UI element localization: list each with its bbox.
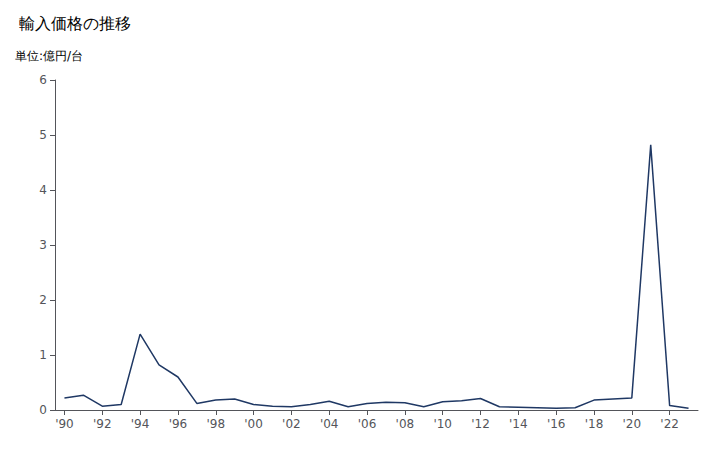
svg-text:'02: '02 [282,417,301,431]
svg-text:2: 2 [39,293,47,307]
svg-text:'20: '20 [623,417,642,431]
svg-text:'94: '94 [131,417,150,431]
svg-text:'12: '12 [471,417,490,431]
svg-text:'22: '22 [660,417,679,431]
svg-text:'14: '14 [509,417,528,431]
svg-text:5: 5 [39,128,47,142]
svg-text:'96: '96 [169,417,188,431]
svg-text:'00: '00 [244,417,263,431]
svg-text:輸入価格の推移: 輸入価格の推移 [19,14,131,33]
svg-text:'08: '08 [396,417,415,431]
svg-text:'16: '16 [547,417,566,431]
svg-text:3: 3 [39,238,47,252]
svg-text:単位:億円/台: 単位:億円/台 [15,49,83,63]
svg-text:'98: '98 [206,417,225,431]
svg-text:'92: '92 [93,417,112,431]
svg-text:'90: '90 [55,417,74,431]
svg-text:'04: '04 [320,417,339,431]
svg-text:6: 6 [39,73,47,87]
svg-text:'10: '10 [433,417,452,431]
svg-text:0: 0 [39,403,47,417]
svg-text:'06: '06 [358,417,377,431]
svg-text:1: 1 [39,348,47,362]
svg-text:4: 4 [39,183,47,197]
svg-text:'18: '18 [585,417,604,431]
